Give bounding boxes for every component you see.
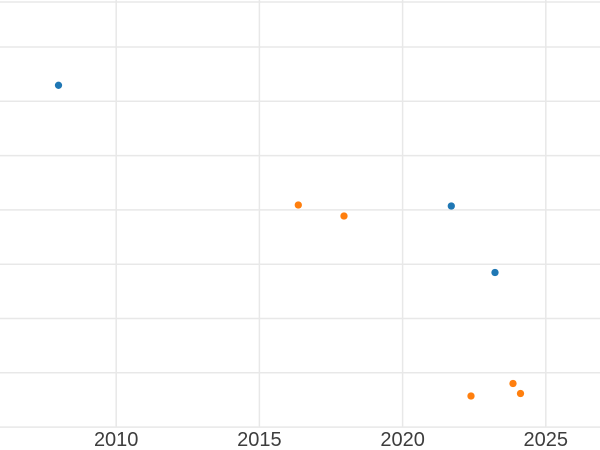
data-point-series-orange bbox=[294, 201, 302, 209]
x-tick-label: 2015 bbox=[237, 429, 282, 450]
data-point-series-blue bbox=[491, 268, 499, 277]
x-tick-label: 2020 bbox=[380, 429, 425, 450]
data-point-series-orange bbox=[509, 379, 517, 388]
data-point-series-blue bbox=[54, 81, 63, 89]
data-point-series-orange bbox=[467, 392, 475, 400]
x-tick-label: 2025 bbox=[524, 429, 569, 450]
data-point-series-orange bbox=[340, 212, 348, 220]
data-point-series-orange bbox=[516, 389, 525, 398]
x-tick-label: 2010 bbox=[94, 429, 139, 450]
data-point-series-blue bbox=[447, 202, 455, 210]
